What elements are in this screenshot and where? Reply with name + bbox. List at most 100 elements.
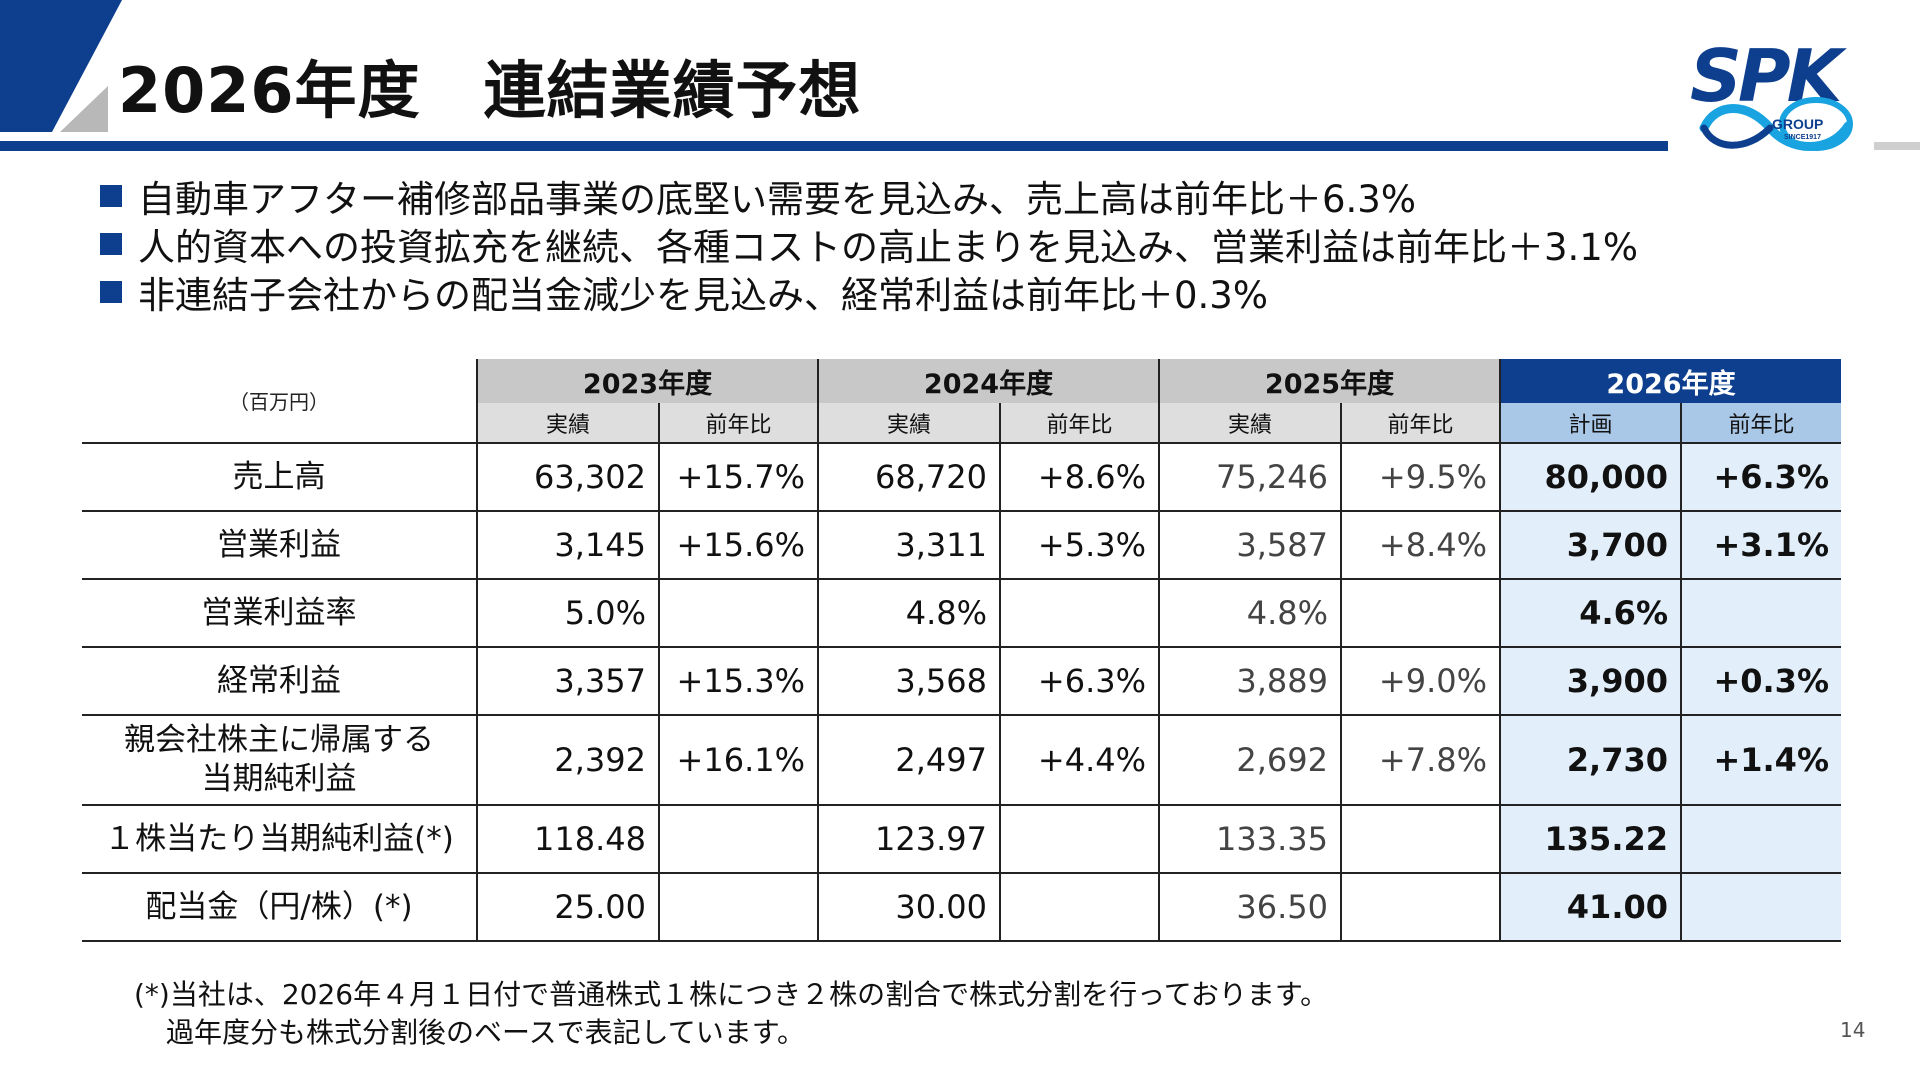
row-label: １株当たり当期純利益(*) xyxy=(82,805,477,874)
value-cell xyxy=(999,579,1159,648)
year-header-2026: 2026年度 xyxy=(1499,359,1841,403)
table-row: 親会社株主に帰属する 当期純利益 2,392 +16.1% 2,497 +4.4%… xyxy=(82,715,1841,806)
footnote-line: 過年度分も株式分割後のベースで表記しています。 xyxy=(166,1015,805,1049)
value-cell: +4.4% xyxy=(999,715,1159,806)
subheader-actual: 実績 xyxy=(1158,403,1341,444)
logo-group-text: GROUP xyxy=(1772,116,1824,132)
subheader-yoy: 前年比 xyxy=(1340,403,1500,444)
subheader-yoy: 前年比 xyxy=(1680,403,1841,444)
value-cell: 3,587 xyxy=(1158,511,1341,580)
value-cell: +5.3% xyxy=(999,511,1159,580)
plan-value-cell: +6.3% xyxy=(1680,443,1841,512)
value-cell xyxy=(658,579,818,648)
table-row: 営業利益率 5.0% 4.8% 4.8% 4.6% xyxy=(82,579,1841,648)
value-cell: 2,392 xyxy=(476,715,659,806)
value-cell: +9.5% xyxy=(1340,443,1500,512)
bullet-item: 人的資本への投資拡充を継続、各種コストの高止まりを見込み、営業利益は前年比＋3.… xyxy=(100,220,1638,269)
value-cell: +9.0% xyxy=(1340,647,1500,716)
value-cell xyxy=(658,805,818,874)
row-label: 親会社株主に帰属する 当期純利益 xyxy=(82,715,477,806)
value-cell: +7.8% xyxy=(1340,715,1500,806)
table-row: １株当たり当期純利益(*) 118.48 123.97 133.35 135.2… xyxy=(82,805,1841,874)
bullet-text: 人的資本への投資拡充を継続、各種コストの高止まりを見込み、営業利益は前年比＋3.… xyxy=(138,226,1638,269)
value-cell xyxy=(658,873,818,941)
plan-value-cell: 80,000 xyxy=(1499,443,1681,512)
value-cell: +15.7% xyxy=(658,443,818,512)
plan-value-cell: 3,700 xyxy=(1499,511,1681,580)
row-label: 経常利益 xyxy=(82,647,477,716)
value-cell: 3,568 xyxy=(817,647,1000,716)
subheader-yoy: 前年比 xyxy=(658,403,818,444)
plan-value-cell xyxy=(1680,579,1841,648)
year-header-2023: 2023年度 xyxy=(476,359,818,403)
value-cell: 118.48 xyxy=(476,805,659,874)
plan-value-cell xyxy=(1680,873,1841,941)
plan-value-cell: +3.1% xyxy=(1680,511,1841,580)
value-cell: +15.6% xyxy=(658,511,818,580)
bullet-text: 自動車アフター補修部品事業の底堅い需要を見込み、売上高は前年比＋6.3% xyxy=(138,178,1416,221)
company-logo: SPK GROUP SINCE1917 xyxy=(1690,34,1866,160)
value-cell xyxy=(1340,873,1500,941)
value-cell: 133.35 xyxy=(1158,805,1341,874)
value-cell: 2,692 xyxy=(1158,715,1341,806)
plan-value-cell: 4.6% xyxy=(1499,579,1681,648)
summary-bullets: 自動車アフター補修部品事業の底堅い需要を見込み、売上高は前年比＋6.3% 人的資… xyxy=(100,172,1638,317)
plan-value-cell: 2,730 xyxy=(1499,715,1681,806)
table-row: 経常利益 3,357 +15.3% 3,568 +6.3% 3,889 +9.0… xyxy=(82,647,1841,716)
value-cell: 123.97 xyxy=(817,805,1000,874)
year-header-2025: 2025年度 xyxy=(1158,359,1500,403)
row-label: 営業利益率 xyxy=(82,579,477,648)
value-cell: +8.6% xyxy=(999,443,1159,512)
page-number: 14 xyxy=(1840,1018,1866,1042)
value-cell: 3,357 xyxy=(476,647,659,716)
value-cell xyxy=(1340,579,1500,648)
subheader-actual: 実績 xyxy=(817,403,1000,444)
value-cell: 5.0% xyxy=(476,579,659,648)
year-header-2024: 2024年度 xyxy=(817,359,1159,403)
logo-since-text: SINCE1917 xyxy=(1784,134,1821,141)
page-title: 2026年度 連結業績予想 xyxy=(118,54,862,127)
plan-value-cell: 41.00 xyxy=(1499,873,1681,941)
value-cell: 68,720 xyxy=(817,443,1000,512)
bullet-text: 非連結子会社からの配当金減少を見込み、経常利益は前年比＋0.3% xyxy=(138,274,1268,317)
header-rule-gray xyxy=(1874,142,1920,150)
bullet-item: 自動車アフター補修部品事業の底堅い需要を見込み、売上高は前年比＋6.3% xyxy=(100,172,1638,221)
value-cell: 3,145 xyxy=(476,511,659,580)
value-cell: 4.8% xyxy=(1158,579,1341,648)
plan-value-cell: 3,900 xyxy=(1499,647,1681,716)
footnote: (*)当社は、2026年４月１日付で普通株式１株につき２株の割合で株式分割を行っ… xyxy=(134,976,1328,1052)
value-cell: +15.3% xyxy=(658,647,818,716)
table-row: 配当金（円/株）(*) 25.00 30.00 36.50 41.00 xyxy=(82,873,1841,941)
value-cell: +16.1% xyxy=(658,715,818,806)
plan-value-cell: +1.4% xyxy=(1680,715,1841,806)
footnote-line: (*)当社は、2026年４月１日付で普通株式１株につき２株の割合で株式分割を行っ… xyxy=(134,978,1329,1011)
plan-value-cell: 135.22 xyxy=(1499,805,1681,874)
subheader-actual: 実績 xyxy=(476,403,659,444)
bullet-square-icon xyxy=(100,185,122,207)
unit-label: （百万円） xyxy=(82,359,477,444)
bullet-item: 非連結子会社からの配当金減少を見込み、経常利益は前年比＋0.3% xyxy=(100,268,1638,317)
value-cell xyxy=(999,873,1159,941)
value-cell: 2,497 xyxy=(817,715,1000,806)
value-cell: +6.3% xyxy=(999,647,1159,716)
value-cell: 25.00 xyxy=(476,873,659,941)
value-cell xyxy=(999,805,1159,874)
row-label: 配当金（円/株）(*) xyxy=(145,888,413,925)
subheader-yoy: 前年比 xyxy=(999,403,1159,444)
row-label: 売上高 xyxy=(82,443,477,512)
value-cell: 3,311 xyxy=(817,511,1000,580)
value-cell: 4.8% xyxy=(817,579,1000,648)
bullet-square-icon xyxy=(100,281,122,303)
value-cell: 63,302 xyxy=(476,443,659,512)
header-accent-shape xyxy=(0,0,122,132)
bullet-square-icon xyxy=(100,233,122,255)
header-rule xyxy=(0,141,1668,151)
logo-infinity-icon xyxy=(1699,97,1853,151)
table-row: 売上高 63,302 +15.7% 68,720 +8.6% 75,246 +9… xyxy=(82,443,1841,512)
value-cell: 36.50 xyxy=(1158,873,1341,941)
value-cell: 3,889 xyxy=(1158,647,1341,716)
plan-value-cell xyxy=(1680,805,1841,874)
table-row: 営業利益 3,145 +15.6% 3,311 +5.3% 3,587 +8.4… xyxy=(82,511,1841,580)
plan-value-cell: +0.3% xyxy=(1680,647,1841,716)
value-cell xyxy=(1340,805,1500,874)
